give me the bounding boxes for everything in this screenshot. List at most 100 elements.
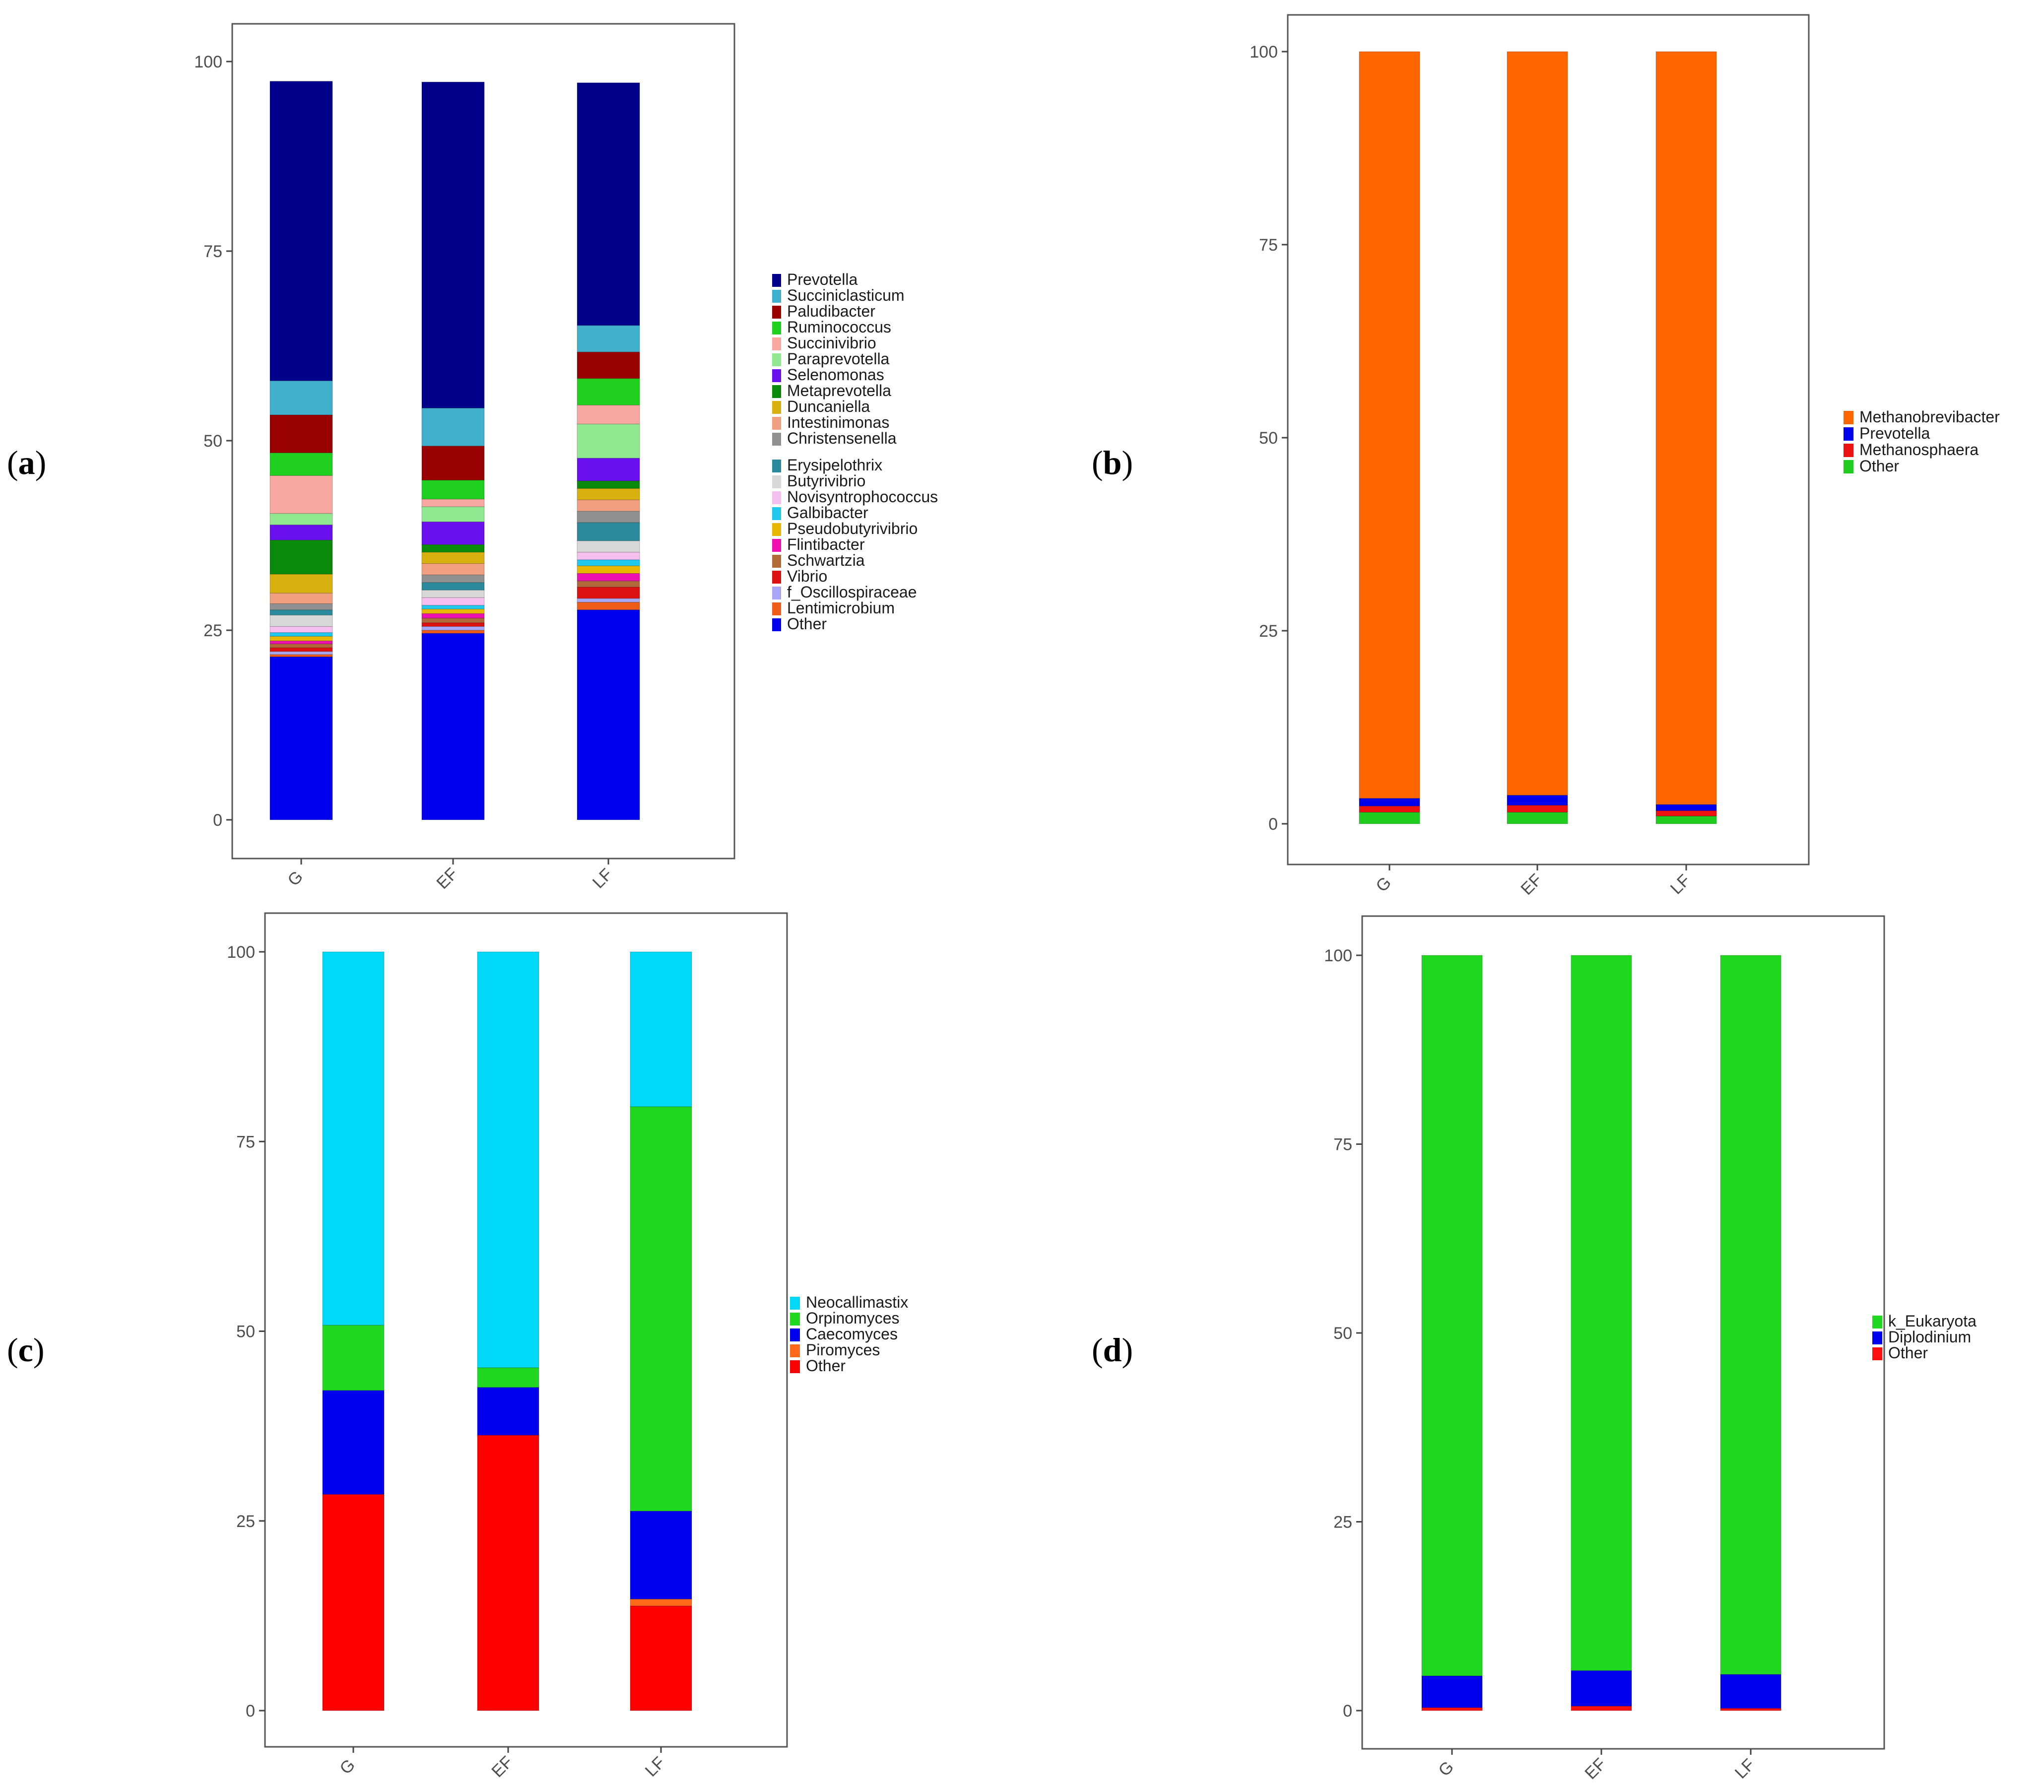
panel-label: (b) <box>1092 444 1133 481</box>
y-tick-label: 100 <box>1250 43 1278 62</box>
bar-segment <box>322 1325 385 1391</box>
x-tick-label: EF <box>1581 1754 1610 1783</box>
bar-segment <box>269 651 333 655</box>
y-tick-label: 0 <box>1268 815 1278 834</box>
bar-segment <box>269 614 333 627</box>
bar-segment <box>577 601 640 610</box>
bar-segment <box>577 565 640 574</box>
bar-segment <box>421 574 485 583</box>
legend-label: k_Eukaryota <box>1888 1312 1977 1330</box>
legend-swatch <box>790 1344 800 1357</box>
bar-segment <box>269 626 333 633</box>
legend-label: Lentimicrobium <box>787 599 895 617</box>
panel-label: (d) <box>1092 1331 1133 1369</box>
bar-segment <box>1359 51 1420 799</box>
bar-segment <box>421 446 485 480</box>
chart-panel-c: 0 25 50 75 100 G EF LF NeocallimastixOrpinomyces… <box>7 912 908 1781</box>
bar-segment <box>269 632 333 637</box>
legend-label: Paludibacter <box>787 302 875 320</box>
bar-segment <box>577 404 640 424</box>
bar-segment <box>269 654 333 657</box>
bar-segment <box>577 609 640 820</box>
legend-label: Galbibacter <box>787 504 868 522</box>
bar-segment <box>269 636 333 641</box>
bar-segment <box>421 597 485 606</box>
bar-segment <box>269 414 333 453</box>
bar-segment <box>421 81 485 408</box>
legend-swatch <box>772 337 781 350</box>
bar-segment <box>421 479 485 500</box>
legend-swatch <box>772 385 781 398</box>
x-tick-label: EF <box>1517 870 1546 899</box>
bar-segment <box>269 609 333 615</box>
legend-swatch <box>772 306 781 319</box>
bar-segment <box>421 605 485 609</box>
legend-label: Methanobrevibacter <box>1859 408 2000 426</box>
legend: PrevotellaSucciniclasticumPaludibacterRu… <box>772 270 938 633</box>
bar-segment <box>1421 1675 1483 1708</box>
bar-segment <box>1655 810 1717 816</box>
legend-swatch <box>1844 460 1853 473</box>
bar-segment <box>421 622 485 627</box>
x-tick-label: G <box>1435 1757 1457 1780</box>
y-tick-label: 100 <box>194 53 222 71</box>
x-tick-label: G <box>336 1755 359 1778</box>
bar-segment <box>269 539 333 575</box>
legend-swatch <box>772 274 781 287</box>
legend-swatch <box>772 460 781 472</box>
legend-label: Other <box>1888 1344 1928 1362</box>
legend-swatch <box>772 322 781 334</box>
bar-segment <box>630 1106 692 1512</box>
legend-label: Prevotella <box>1859 424 1930 442</box>
bar-segment <box>421 608 485 614</box>
x-tick-label: EF <box>433 864 462 893</box>
bar-segment <box>477 1435 539 1711</box>
bar-segment <box>1571 1706 1632 1711</box>
bar-segment <box>421 633 485 820</box>
y-tick-label: 50 <box>1259 429 1278 448</box>
bar-segment <box>421 544 485 553</box>
legend-label: Neocallimastix <box>806 1293 908 1311</box>
legend-label: Metaprevotella <box>787 382 891 399</box>
bar-segment <box>421 563 485 575</box>
legend-swatch <box>790 1297 800 1310</box>
bar-segment <box>630 1598 692 1606</box>
y-tick-label: 100 <box>1324 946 1352 965</box>
y-tick-label: 0 <box>213 811 222 830</box>
bar-segment <box>421 582 485 591</box>
bar-segment <box>1720 1708 1781 1711</box>
x-tick-label: LF <box>1731 1755 1759 1783</box>
plot-frame <box>1287 14 1810 865</box>
y-tick-label: 50 <box>1333 1324 1352 1343</box>
bar-segment <box>577 351 640 379</box>
legend-swatch <box>1844 444 1853 457</box>
bar-segment <box>1571 1670 1632 1707</box>
legend-label: Schwartzia <box>787 551 865 569</box>
bar-segment <box>577 499 640 512</box>
legend-label: Methanosphaera <box>1859 441 1978 459</box>
plot-frame <box>264 912 788 1748</box>
legend-swatch <box>1844 427 1853 441</box>
bar-segment <box>630 1511 692 1599</box>
y-tick-label: 0 <box>246 1702 255 1721</box>
bar-segment <box>1507 805 1568 813</box>
x-tick-label: LF <box>1667 871 1694 898</box>
panel-label: (c) <box>7 1331 45 1369</box>
bar-segment <box>577 325 640 352</box>
y-tick-label: 100 <box>227 943 255 962</box>
bar-segment <box>1571 955 1632 1671</box>
bar-segment <box>1655 815 1717 824</box>
legend-label: Orpinomyces <box>806 1309 900 1327</box>
bar-segment <box>421 590 485 598</box>
y-tick-label: 50 <box>203 432 222 451</box>
y-tick-label: 75 <box>236 1132 255 1151</box>
y-tick-label: 25 <box>1333 1513 1352 1532</box>
legend-label: Piromyces <box>806 1341 880 1359</box>
bar-segment <box>269 593 333 604</box>
bar-segment <box>269 513 333 526</box>
bar-segment <box>577 540 640 553</box>
legend-label: Flintibacter <box>787 535 865 553</box>
bar-segment <box>269 640 333 645</box>
